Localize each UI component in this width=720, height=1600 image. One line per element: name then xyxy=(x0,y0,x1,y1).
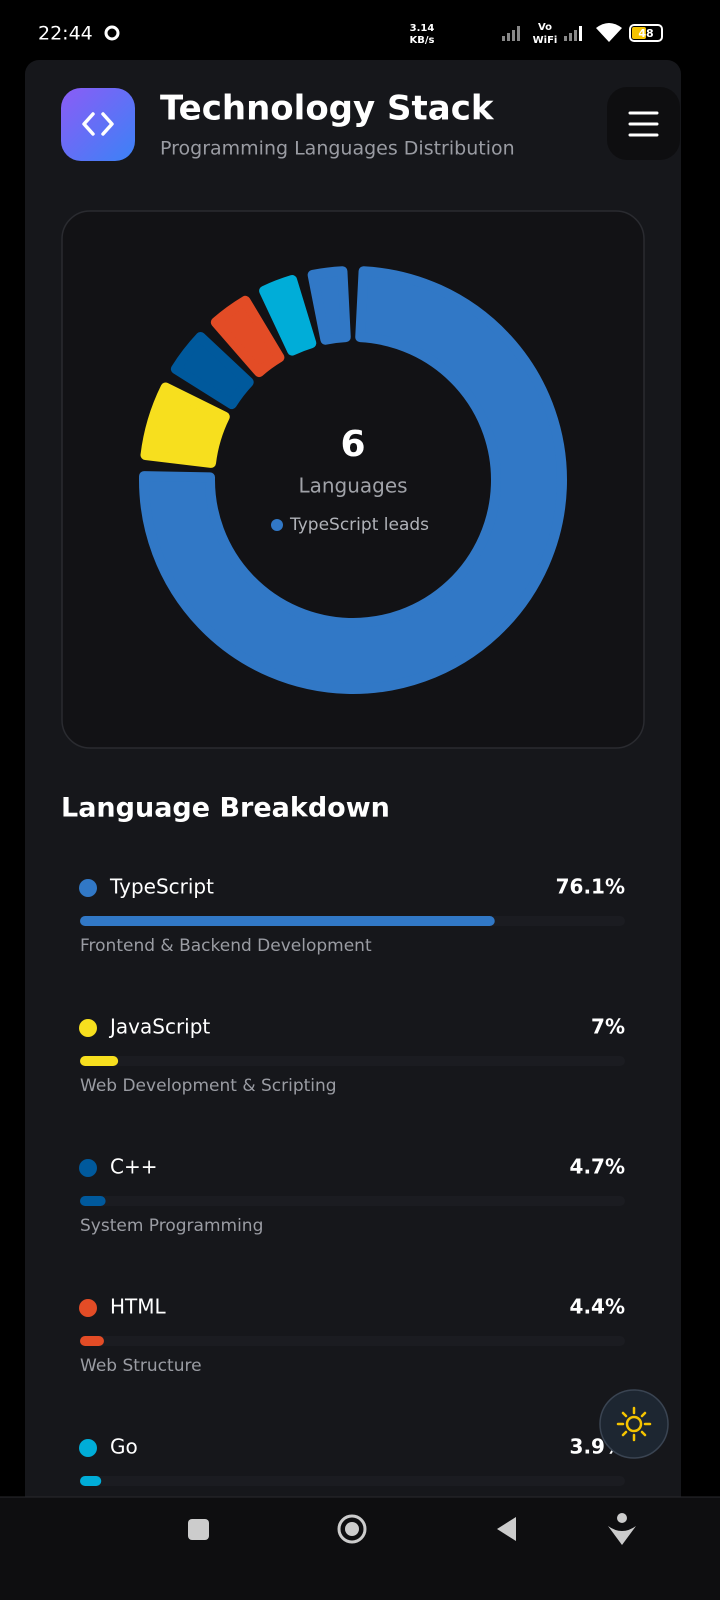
title: Technology Stack xyxy=(160,89,495,129)
legend-dot xyxy=(79,1019,97,1037)
status-wifi: WiFi xyxy=(533,35,558,46)
bar-track xyxy=(80,1196,625,1206)
status-vo: Vo xyxy=(538,22,552,33)
status-time: 22:44 xyxy=(38,23,93,45)
battery-level xyxy=(632,27,646,39)
theme-button[interactable] xyxy=(599,1389,669,1459)
bar-track xyxy=(80,1336,625,1346)
language-name: JavaScript xyxy=(108,1015,210,1039)
value-label: 4.7% xyxy=(570,1155,625,1179)
signal xyxy=(502,26,582,41)
status-icon xyxy=(104,25,120,41)
menu-button[interactable] xyxy=(607,87,680,160)
app-icon xyxy=(61,88,135,161)
subtitle: Programming Languages Distribution xyxy=(160,138,515,160)
language-name: HTML xyxy=(110,1295,167,1319)
nav-bar xyxy=(0,1497,720,1600)
value-label: 4.4% xyxy=(570,1295,625,1319)
donut xyxy=(139,266,567,694)
legend-dot xyxy=(79,1439,97,1457)
bar xyxy=(80,1196,106,1206)
donut-segment xyxy=(259,275,317,356)
battery xyxy=(629,24,663,42)
donut-segment xyxy=(140,382,230,468)
bar xyxy=(80,1476,102,1486)
breakdown-list: TypeScript 76.1% Frontend & Backend Develo… xyxy=(79,875,625,1486)
legend-dot xyxy=(79,879,97,897)
description: Web Development & Scripting xyxy=(80,1076,337,1096)
language-name: C++ xyxy=(110,1155,157,1179)
status-speed: 3.14 xyxy=(410,23,435,34)
value-label: 7% xyxy=(591,1015,625,1039)
donut-segment xyxy=(170,331,254,410)
nav-back[interactable] xyxy=(497,1517,516,1541)
battery-text: 48 xyxy=(638,27,653,40)
code-icon xyxy=(82,112,114,136)
nav-recents[interactable] xyxy=(188,1519,209,1540)
legend-dot xyxy=(79,1299,97,1317)
center-value: 6 xyxy=(340,424,365,465)
center-note: TypeScript leads xyxy=(289,515,429,535)
donut-segment xyxy=(210,295,285,378)
bar xyxy=(80,916,495,926)
value-label: 76.1% xyxy=(556,875,625,899)
donut-segment xyxy=(307,266,351,345)
bar-track xyxy=(80,1476,625,1486)
language-name: TypeScript xyxy=(109,875,214,899)
section-title: Language Breakdown xyxy=(61,793,390,824)
status-speed-unit: KB/s xyxy=(410,35,435,46)
center-label: Languages xyxy=(298,474,407,498)
bar xyxy=(80,1336,104,1346)
nav-assist[interactable] xyxy=(608,1513,636,1545)
center-note-dot xyxy=(271,519,283,531)
bar xyxy=(80,1056,119,1066)
nav-home[interactable] xyxy=(337,1514,367,1544)
description: System Programming xyxy=(80,1216,263,1236)
legend-dot xyxy=(79,1159,97,1177)
wifi-icon xyxy=(596,23,622,42)
description: Web Structure xyxy=(80,1356,202,1376)
description: Frontend & Backend Development xyxy=(80,936,372,956)
donut-segment xyxy=(139,266,567,694)
bar-track xyxy=(80,1056,625,1066)
language-name: Go xyxy=(110,1435,138,1459)
